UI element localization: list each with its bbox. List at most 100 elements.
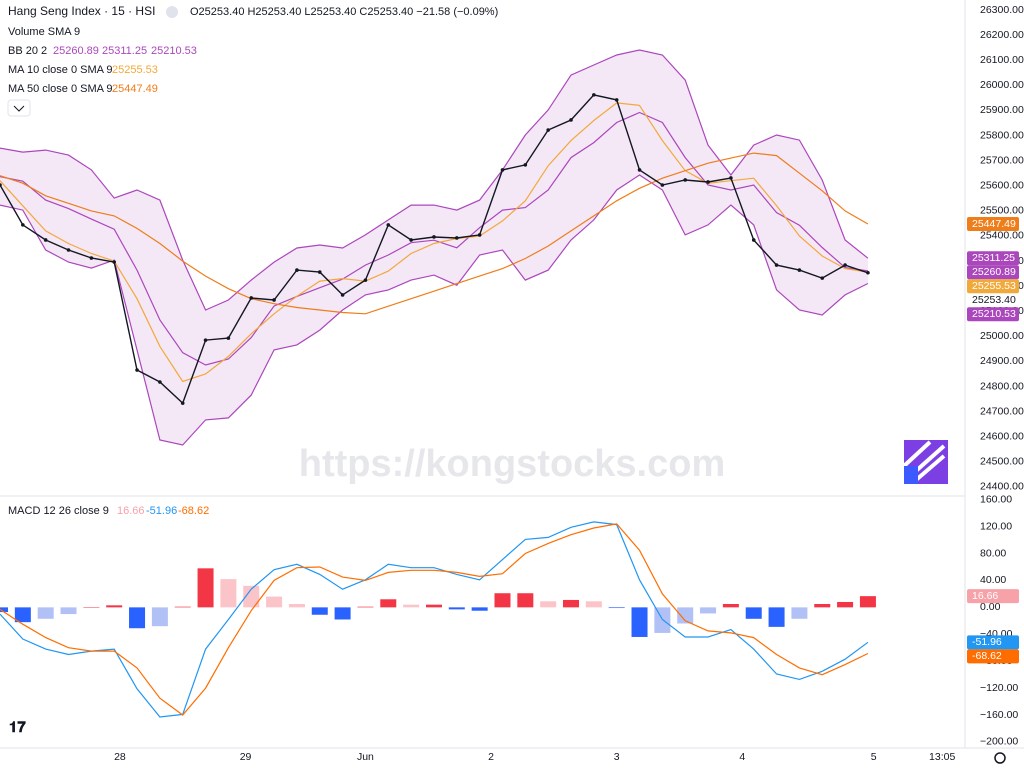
histogram-bar (494, 593, 511, 608)
histogram-bar (0, 607, 8, 613)
macd-pane: 160.00120.0080.0040.000.00−40.00−80.00−1… (0, 493, 1019, 763)
chevron-icon (13, 105, 25, 112)
price-point (455, 236, 459, 240)
x-tick-label: 28 (114, 751, 126, 763)
price-point (340, 293, 345, 297)
y-tick-label: 25500.00 (980, 205, 1024, 217)
y-tick-label: 24400.00 (980, 481, 1024, 493)
price-point (89, 256, 94, 260)
y-tick-label: 25000.00 (980, 330, 1024, 342)
histogram-bar (585, 601, 602, 608)
watermark: https://kongstocks.com (299, 443, 726, 485)
histogram-bar (60, 607, 77, 615)
price-point (0, 183, 2, 187)
price-tag (967, 279, 1019, 294)
ma-line (0, 102, 868, 383)
price-tag-label: 25311.25 (972, 252, 1015, 264)
legend: Hang Seng Index · 15 · HSI O25253.40 H25… (7, 4, 498, 517)
settings-icon[interactable] (994, 752, 1006, 764)
y-tick-label: −200.00 (980, 736, 1018, 748)
histogram-bar (334, 607, 351, 620)
histogram-bar (243, 585, 260, 608)
price-point (295, 268, 299, 272)
x-tick-label: 13:05 (929, 751, 955, 763)
y-tick-label: 25900.00 (980, 104, 1024, 116)
histogram-bar (266, 596, 283, 608)
tv-logo: 𝟏𝟕 (9, 719, 26, 736)
legend-label: MACD 12 26 close 9 (8, 505, 109, 517)
legend-value: 16.66 (117, 505, 145, 517)
x-tick-label: 29 (240, 751, 252, 763)
price-tag-label: 25210.53 (972, 308, 1016, 320)
legend-value: 25260.89 (53, 45, 99, 57)
legend-value: 25447.49 (112, 83, 158, 95)
histogram-bar (563, 599, 580, 608)
hide-button[interactable] (166, 6, 178, 18)
y-tick-label: 24900.00 (980, 355, 1024, 367)
histogram-bar (129, 607, 146, 629)
histogram-bar (722, 603, 739, 608)
price-point (66, 248, 71, 252)
band-basis (0, 111, 868, 366)
legend-value: 25311.25 (102, 45, 147, 57)
signal-line (0, 523, 869, 716)
y-tick-label: 80.00 (980, 547, 1006, 559)
y-tick-label: 25800.00 (980, 129, 1024, 141)
histogram-bar (220, 579, 237, 608)
x-tick-label: 3 (614, 751, 620, 763)
x-tick-label: 4 (739, 751, 745, 763)
legend-label: MA 10 close 0 SMA 9 (8, 64, 113, 76)
histogram-bar (288, 603, 305, 608)
y-tick-label: 120.00 (980, 520, 1012, 532)
price-point (637, 168, 642, 172)
price-point (112, 260, 117, 264)
price-tag-label: -68.62 (972, 650, 1002, 662)
price-point (432, 235, 436, 239)
price-tag (967, 635, 1019, 650)
histogram-bar (859, 596, 876, 608)
price-point (249, 296, 254, 300)
y-tick-label: 26000.00 (980, 79, 1024, 91)
histogram-bar (791, 607, 808, 619)
y-tick-label: 40.00 (980, 574, 1006, 586)
price-point (477, 233, 482, 237)
price-point (592, 93, 596, 97)
price-point (409, 238, 413, 242)
histogram-bar (83, 607, 100, 608)
y-tick-label: −160.00 (980, 709, 1018, 721)
y-tick-label: 25700.00 (980, 154, 1024, 166)
price-point (683, 178, 688, 182)
histogram-bar (517, 593, 534, 608)
price-point (272, 298, 276, 302)
histogram-bar (768, 607, 785, 627)
histogram-bar (106, 605, 123, 608)
histogram-bar (311, 607, 328, 615)
legend-label: BB 20 2 (8, 45, 47, 57)
band-upper (0, 49, 869, 311)
histogram-bar (745, 607, 762, 619)
symbol-title: Hang Seng Index · 15 · HSI (8, 4, 155, 18)
price-point (500, 168, 505, 172)
x-tick-label: 5 (871, 751, 877, 763)
histogram-bar (357, 606, 374, 608)
histogram-bar (14, 607, 31, 623)
histogram-bar (197, 568, 214, 608)
price-point (774, 263, 779, 267)
legend-value: 25255.53 (112, 64, 158, 76)
price-point (843, 263, 847, 267)
price-tag (967, 217, 1019, 232)
price-point (226, 336, 231, 340)
histogram-bar (403, 604, 420, 608)
legend-label: MA 50 close 0 SMA 9 (8, 83, 113, 95)
price-tag (967, 649, 1019, 664)
price-tag (967, 589, 1019, 604)
price-tag (967, 265, 1019, 280)
legend-value: -68.62 (178, 505, 209, 517)
y-tick-label: 160.00 (980, 493, 1012, 505)
price-point (317, 270, 322, 274)
legend-value: 25210.53 (151, 45, 197, 57)
y-tick-label: 24600.00 (980, 431, 1024, 443)
collapse-button[interactable] (7, 99, 31, 117)
volume-label: Volume SMA 9 (8, 26, 80, 38)
